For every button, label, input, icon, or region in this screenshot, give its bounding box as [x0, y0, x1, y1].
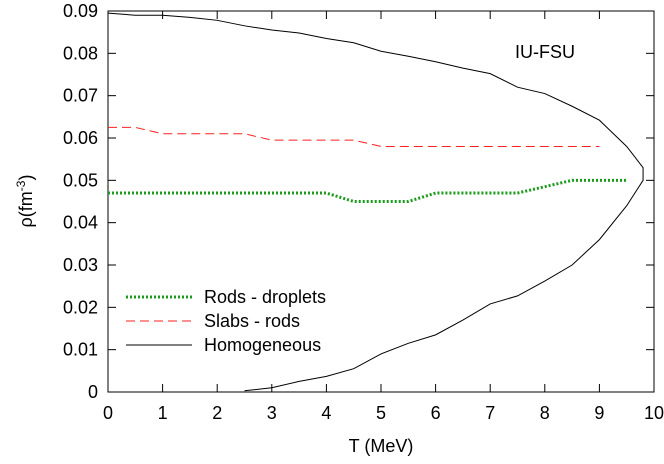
- legend-label: Slabs - rods: [204, 311, 300, 331]
- y-tick-label: 0.07: [63, 86, 98, 106]
- x-axis-label: T (MeV): [349, 436, 414, 456]
- y-tick-label: 0.03: [63, 255, 98, 275]
- legend-label: Rods - droplets: [204, 287, 326, 307]
- series-line: [108, 178, 627, 203]
- annotation: IU-FSU: [515, 42, 575, 62]
- y-tick-label: 0.08: [63, 43, 98, 63]
- x-tick-label: 7: [485, 403, 495, 423]
- y-tick-label: 0.01: [63, 340, 98, 360]
- y-tick-label: 0.04: [63, 213, 98, 233]
- y-tick-label: 0.06: [63, 128, 98, 148]
- y-tick-label: 0.02: [63, 297, 98, 317]
- x-tick-label: 5: [376, 403, 386, 423]
- x-tick-label: 2: [212, 403, 222, 423]
- x-tick-label: 4: [321, 403, 331, 423]
- plot-frame: [107, 10, 655, 393]
- y-label-main: ρ(fm: [16, 191, 36, 227]
- y-label-sup: -3: [14, 180, 28, 191]
- y-tick-label: 0.09: [63, 1, 98, 21]
- series-line: [108, 126, 600, 147]
- y-tick-label: 0: [88, 382, 98, 402]
- x-tick-label: 9: [594, 403, 604, 423]
- series-line: [107, 12, 644, 392]
- x-tick-label: 3: [267, 403, 277, 423]
- x-tick-label: 8: [540, 403, 550, 423]
- y-axis-label: ρ(fm-3): [14, 175, 36, 228]
- legend-label: Homogeneous: [204, 335, 321, 355]
- y-label-end: ): [16, 175, 36, 181]
- x-tick-label: 10: [644, 403, 664, 423]
- x-tick-label: 1: [158, 403, 168, 423]
- x-tick-label: 0: [103, 403, 113, 423]
- y-tick-label: 0.05: [63, 170, 98, 190]
- x-tick-label: 6: [431, 403, 441, 423]
